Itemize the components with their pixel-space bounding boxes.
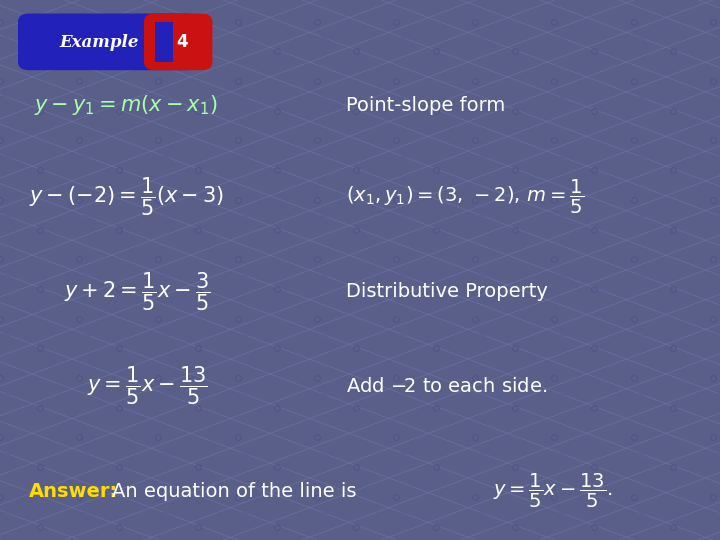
Text: 4: 4 — [176, 33, 188, 51]
Text: Example: Example — [60, 33, 139, 51]
Text: $(x_1, y_1) = (3,\,-2),\, m = \dfrac{1}{5}$: $(x_1, y_1) = (3,\,-2),\, m = \dfrac{1}{… — [346, 178, 584, 216]
Text: $y - y_1 = m(x - x_1)$: $y - y_1 = m(x - x_1)$ — [35, 93, 217, 117]
Text: Add $-\!2$ to each side.: Add $-\!2$ to each side. — [346, 376, 546, 396]
Text: $y=\dfrac{1}{5}x-\dfrac{13}{5}$: $y=\dfrac{1}{5}x-\dfrac{13}{5}$ — [87, 365, 208, 407]
Text: Answer:: Answer: — [29, 482, 118, 501]
Text: $y+2=\dfrac{1}{5}x-\dfrac{3}{5}$: $y+2=\dfrac{1}{5}x-\dfrac{3}{5}$ — [63, 271, 210, 313]
Text: $y-(-2)=\dfrac{1}{5}(x-3)$: $y-(-2)=\dfrac{1}{5}(x-3)$ — [29, 176, 223, 218]
Text: Point-slope form: Point-slope form — [346, 96, 505, 115]
FancyBboxPatch shape — [18, 14, 198, 70]
Bar — [155, 22, 173, 62]
Text: An equation of the line is: An equation of the line is — [112, 482, 362, 501]
Text: $y=\dfrac{1}{5}x-\dfrac{13}{5}.$: $y=\dfrac{1}{5}x-\dfrac{13}{5}.$ — [493, 472, 613, 510]
Text: Distributive Property: Distributive Property — [346, 282, 547, 301]
FancyBboxPatch shape — [144, 14, 212, 70]
